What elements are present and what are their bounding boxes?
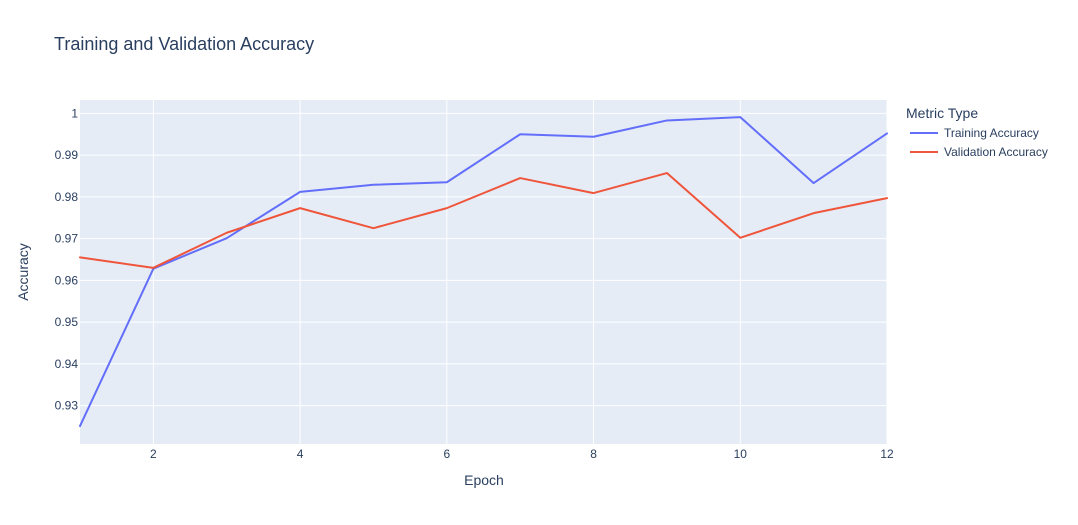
x-tick-label: 4 — [297, 447, 304, 461]
y-tick-labels: 0.93 0.94 0.95 0.96 0.97 0.98 0.99 1 — [55, 106, 79, 412]
legend-item[interactable]: Validation Accuracy — [910, 145, 1048, 159]
legend-label: Training Accuracy — [944, 126, 1039, 140]
x-tick-labels: 2 4 6 8 10 12 — [150, 447, 894, 461]
y-tick-label: 0.97 — [55, 232, 79, 246]
x-tick-label: 10 — [734, 447, 748, 461]
series-line-training-accuracy — [79, 116, 888, 428]
legend-title: Metric Type — [906, 105, 978, 121]
legend-item[interactable]: Training Accuracy — [910, 126, 1039, 140]
legend-label: Validation Accuracy — [944, 145, 1048, 159]
series-line-validation-accuracy — [79, 172, 888, 269]
x-tick-label: 12 — [880, 447, 894, 461]
series-lines — [79, 116, 888, 428]
y-tick-label: 0.94 — [55, 357, 79, 371]
x-tick-label: 2 — [150, 447, 157, 461]
y-tick-label: 0.95 — [55, 315, 79, 329]
legend[interactable]: Metric Type Training Accuracy Validation … — [906, 105, 1048, 159]
y-axis-title: Accuracy — [15, 243, 31, 301]
y-tick-label: 0.96 — [55, 273, 79, 287]
chart-title: Training and Validation Accuracy — [54, 34, 314, 54]
x-tick-label: 8 — [590, 447, 597, 461]
x-tick-label: 6 — [443, 447, 450, 461]
y-tick-label: 0.99 — [55, 148, 79, 162]
x-axis-title: Epoch — [464, 472, 504, 488]
y-tick-label: 1 — [71, 106, 78, 120]
plot-area — [80, 100, 887, 444]
y-tick-label: 0.93 — [55, 399, 79, 413]
y-tick-label: 0.98 — [55, 190, 79, 204]
